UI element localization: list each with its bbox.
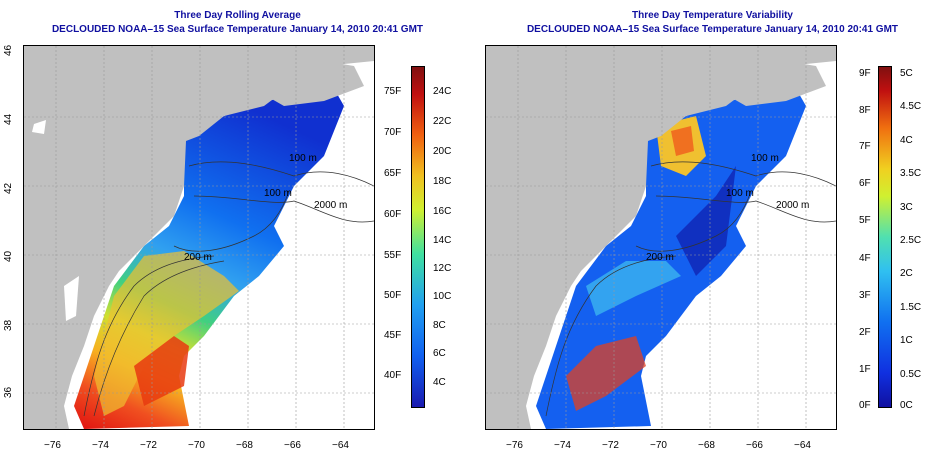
- colorbar-label-c: 0C: [900, 400, 913, 411]
- colorbar-label-c: 22C: [433, 116, 452, 127]
- right-panel: Three Day Temperature Variability DECLOU…: [475, 0, 950, 475]
- x-tick: −66: [284, 440, 301, 451]
- colorbar-label-c: 4C: [900, 135, 913, 146]
- colorbar-label-c: 14C: [433, 235, 452, 246]
- contour-label: 100 m: [726, 188, 754, 199]
- y-tick: 44: [3, 113, 14, 125]
- x-tick: −66: [746, 440, 763, 451]
- colorbar-label-c: 10C: [433, 291, 452, 302]
- colorbar-label-f: 4F: [859, 253, 871, 264]
- contour-label: 200 m: [646, 252, 674, 263]
- colorbar-label-f: 40F: [384, 370, 402, 381]
- colorbar-label-f: 75F: [384, 86, 402, 97]
- colorbar-label-f: 45F: [384, 330, 402, 341]
- colorbar-label-c: 1C: [900, 335, 913, 346]
- colorbar-label-f: 7F: [859, 141, 871, 152]
- y-tick: 42: [3, 182, 14, 194]
- colorbar-label-f: 65F: [384, 168, 402, 179]
- contour-label: 200 m: [184, 252, 212, 263]
- x-tick: −74: [92, 440, 109, 451]
- colorbar-label-c: 18C: [433, 176, 452, 187]
- colorbar-label-c: 4C: [433, 377, 446, 388]
- right-map: 100 m 2000 m 100 m 200 m: [485, 45, 837, 430]
- y-tick: 46: [3, 44, 14, 56]
- colorbar-label-c: 8C: [433, 320, 446, 331]
- colorbar-label-f: 8F: [859, 105, 871, 116]
- y-tick: 40: [3, 250, 14, 262]
- colorbar-label-f: 1F: [859, 364, 871, 375]
- colorbar-label-c: 3C: [900, 202, 913, 213]
- colorbar-label-c: 4.5C: [900, 101, 922, 112]
- left-subtitle: DECLOUDED NOAA–15 Sea Surface Temperatur…: [51, 24, 424, 35]
- x-tick: −74: [554, 440, 571, 451]
- contour-label: 2000 m: [776, 200, 809, 211]
- colorbar-label-f: 2F: [859, 327, 871, 338]
- contour-label: 100 m: [751, 153, 779, 164]
- left-map-image: 100 m 2000 m 100 m 200 m: [24, 46, 374, 429]
- colorbar-label-c: 2C: [900, 268, 913, 279]
- colorbar-label-c: 12C: [433, 263, 452, 274]
- x-tick: −70: [188, 440, 205, 451]
- x-tick: −68: [698, 440, 715, 451]
- colorbar-label-f: 55F: [384, 250, 402, 261]
- colorbar-label-c: 16C: [433, 206, 452, 217]
- colorbar-label-f: 5F: [859, 215, 871, 226]
- y-tick: 38: [3, 319, 14, 331]
- colorbar-label-f: 50F: [384, 290, 402, 301]
- colorbar-label-f: 70F: [384, 127, 402, 138]
- colorbar-label-c: 2.5C: [900, 235, 922, 246]
- left-title: Three Day Rolling Average: [174, 10, 301, 21]
- left-map: 100 m 2000 m 100 m 200 m: [23, 45, 375, 430]
- right-title: Three Day Temperature Variability: [632, 10, 793, 21]
- colorbar-label-f: 60F: [384, 209, 402, 220]
- colorbar-label-f: 9F: [859, 68, 871, 79]
- colorbar-label-c: 5C: [900, 68, 913, 79]
- colorbar-label-c: 0.5C: [900, 369, 922, 380]
- right-map-image: 100 m 2000 m 100 m 200 m: [486, 46, 836, 429]
- y-tick: 36: [3, 386, 14, 398]
- x-tick: −64: [332, 440, 349, 451]
- colorbar-label-f: 3F: [859, 290, 871, 301]
- contour-label: 2000 m: [314, 200, 347, 211]
- contour-label: 100 m: [289, 153, 317, 164]
- contour-label: 100 m: [264, 188, 292, 199]
- left-colorbar: [411, 66, 425, 408]
- x-tick: −68: [236, 440, 253, 451]
- x-tick: −72: [602, 440, 619, 451]
- colorbar-label-f: 6F: [859, 178, 871, 189]
- colorbar-label-c: 20C: [433, 146, 452, 157]
- x-tick: −76: [44, 440, 61, 451]
- colorbar-label-c: 6C: [433, 348, 446, 359]
- colorbar-label-c: 1.5C: [900, 302, 922, 313]
- colorbar-label-f: 0F: [859, 400, 871, 411]
- colorbar-label-c: 24C: [433, 86, 452, 97]
- x-tick: −64: [794, 440, 811, 451]
- left-panel: Three Day Rolling Average DECLOUDED NOAA…: [3, 10, 452, 451]
- x-tick: −72: [140, 440, 157, 451]
- x-tick: −76: [506, 440, 523, 451]
- colorbar-label-c: 3.5C: [900, 168, 922, 179]
- x-tick: −70: [650, 440, 667, 451]
- right-subtitle: DECLOUDED NOAA–15 Sea Surface Temperatur…: [526, 24, 899, 35]
- right-colorbar: [878, 66, 892, 408]
